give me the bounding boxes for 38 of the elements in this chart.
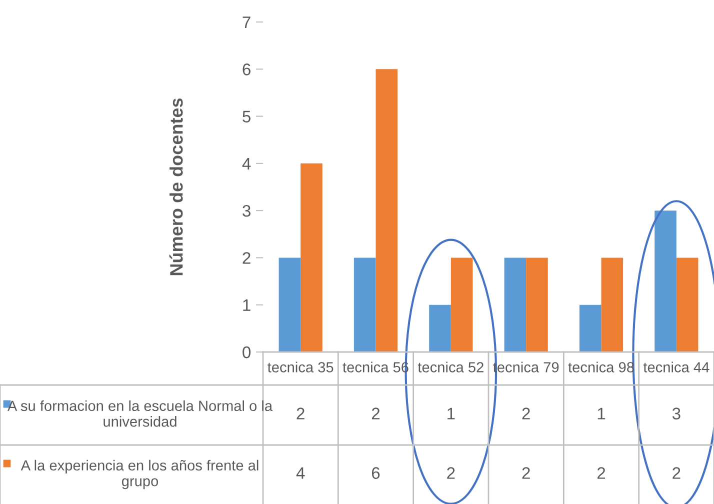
bar [450,258,473,352]
x-tick-label: tecnica 44 [643,362,710,372]
data-label: 1 [598,408,606,420]
data-label: 1 [448,408,455,420]
bar [676,258,698,352]
y-tick-label: 7 [242,16,250,28]
data-label: 2 [522,467,530,479]
bar [354,258,376,352]
data-label: 6 [372,467,380,479]
x-tick-label: tecnica 35 [268,362,334,372]
data-label: 4 [296,467,305,479]
data-label: 2 [597,467,606,479]
y-tick-label: 3 [242,204,250,217]
x-tick-label: tecnica 52 [418,362,484,372]
bar [429,304,451,352]
bar [654,210,676,352]
data-label: 2 [522,408,530,420]
y-tick-label: 5 [242,110,250,122]
bar [579,304,602,352]
data-label: 2 [372,408,380,420]
data-label: 2 [447,467,455,479]
legend-label: A la experiencia en los años frente al grupo [20,460,258,490]
bar [601,258,624,352]
data-label: 3 [672,408,680,420]
data-label: 2 [672,467,680,479]
legend-label: A su formacion en la escuela Normal o la universidad [8,400,273,427]
y-tick-label: 1 [243,299,250,311]
y-tick-label: 2 [242,252,250,264]
data-label: 2 [296,408,304,420]
y-tick-label: 4 [242,158,251,170]
bar [300,163,322,352]
bar [278,258,301,352]
y-tick-label: 0 [242,346,251,358]
bar [504,258,526,352]
y-tick-label: 6 [242,64,250,76]
bar [526,258,548,352]
y-axis-title: Número de docentes [169,98,183,276]
bar [376,69,398,352]
